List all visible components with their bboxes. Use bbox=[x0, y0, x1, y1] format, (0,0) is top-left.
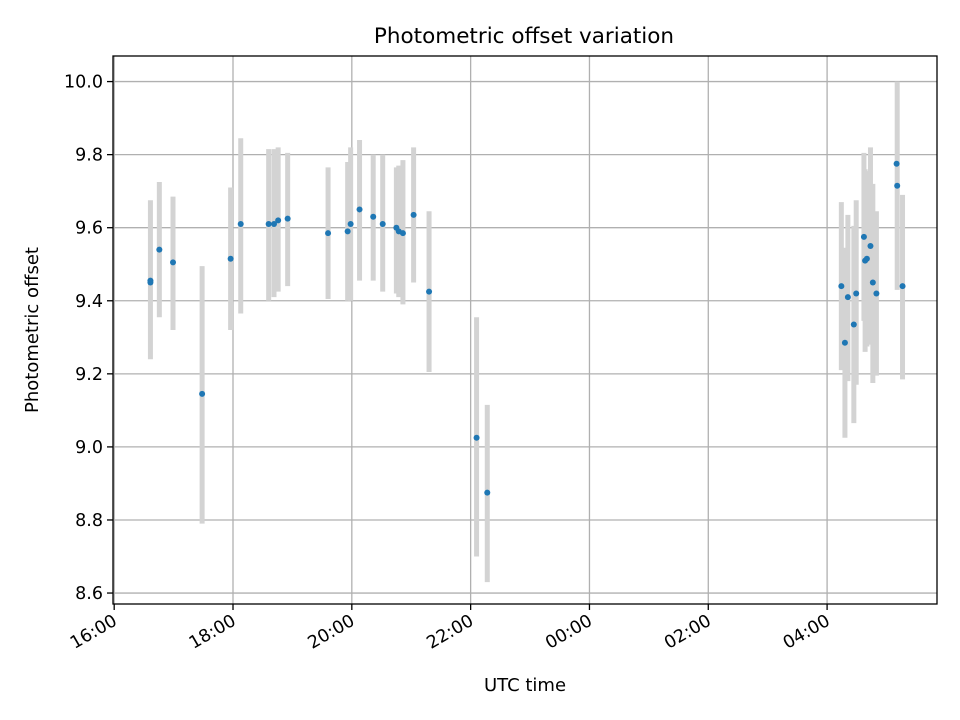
data-point bbox=[473, 434, 480, 441]
data-points bbox=[147, 160, 906, 496]
plot-area-frame bbox=[112, 55, 938, 605]
data-point bbox=[237, 221, 244, 228]
y-tick-label: 9.6 bbox=[75, 219, 103, 239]
data-point bbox=[379, 221, 386, 228]
data-point bbox=[284, 215, 291, 222]
data-point bbox=[894, 182, 901, 189]
data-point bbox=[863, 255, 870, 262]
y-tick-label: 8.6 bbox=[75, 584, 103, 604]
chart-title: Photometric offset variation bbox=[374, 24, 674, 49]
data-point bbox=[844, 294, 851, 301]
data-point bbox=[410, 211, 417, 218]
data-point bbox=[156, 246, 163, 253]
y-tick-label: 9.0 bbox=[75, 438, 103, 458]
data-point bbox=[325, 230, 332, 237]
data-point bbox=[867, 242, 874, 249]
data-point bbox=[853, 290, 860, 297]
x-axis-label: UTC time bbox=[484, 675, 566, 696]
data-point bbox=[227, 255, 234, 262]
y-tick-label: 9.8 bbox=[75, 146, 103, 166]
data-point bbox=[265, 221, 272, 228]
data-point bbox=[270, 221, 277, 228]
data-point bbox=[275, 217, 282, 224]
data-point bbox=[838, 283, 845, 290]
data-point bbox=[860, 233, 867, 240]
data-point bbox=[147, 279, 154, 286]
y-axis-label: Photometric offset bbox=[22, 247, 43, 413]
data-point bbox=[893, 160, 900, 167]
y-tick-label: 9.2 bbox=[75, 365, 103, 385]
data-point bbox=[199, 390, 206, 397]
data-point bbox=[899, 283, 906, 290]
data-point bbox=[426, 288, 433, 295]
data-point bbox=[344, 228, 351, 235]
y-tick-label: 10.0 bbox=[64, 73, 103, 93]
data-point bbox=[170, 259, 177, 266]
y-tick-label: 9.4 bbox=[75, 292, 103, 312]
data-point bbox=[841, 339, 848, 346]
y-tick-label: 8.8 bbox=[75, 511, 103, 531]
data-point bbox=[850, 321, 857, 328]
data-point bbox=[484, 489, 491, 496]
data-point bbox=[873, 290, 880, 297]
y-axis-ticks: 8.6 8.8 9.0 9.2 9.4 9.6 9.8 10.0 bbox=[64, 73, 113, 604]
data-point bbox=[399, 230, 406, 237]
data-point bbox=[869, 279, 876, 286]
data-point bbox=[347, 221, 354, 228]
data-point bbox=[370, 213, 377, 220]
data-point bbox=[356, 206, 363, 213]
grid bbox=[113, 56, 937, 604]
